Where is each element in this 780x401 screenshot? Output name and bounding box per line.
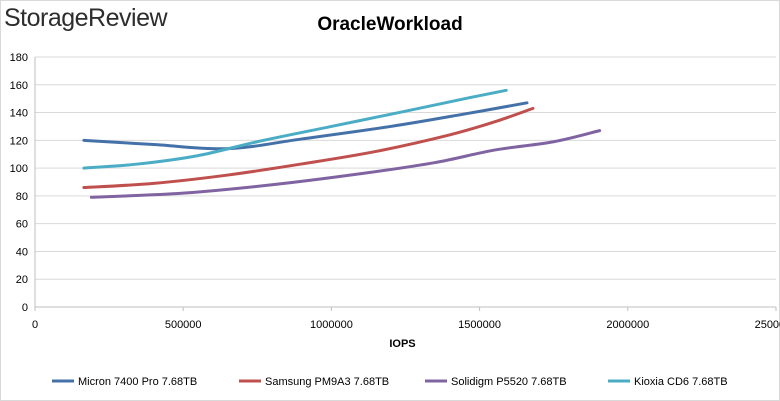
legend-label-kioxia-cd6-7-68tb: Kioxia CD6 7.68TB bbox=[634, 376, 728, 388]
y-tick-label: 160 bbox=[10, 80, 28, 92]
storagereview-logo: StorageReview bbox=[4, 4, 168, 32]
y-tick-label: 20 bbox=[16, 274, 28, 286]
y-tick-label: 100 bbox=[10, 163, 28, 175]
y-tick-label: 0 bbox=[22, 302, 28, 314]
y-tick-label: 80 bbox=[16, 191, 28, 203]
x-tick-label: 500000 bbox=[165, 319, 202, 331]
x-axis-label: IOPS bbox=[389, 338, 415, 350]
legend-label-solidigm-p5520-7-68tb: Solidigm P5520 7.68TB bbox=[451, 376, 567, 388]
y-tick-label: 60 bbox=[16, 219, 28, 231]
y-tick-label: 140 bbox=[10, 108, 28, 120]
x-tick-label: 0 bbox=[32, 319, 38, 331]
y-tick-label: 40 bbox=[16, 246, 28, 258]
y-tick-label: 120 bbox=[10, 135, 28, 147]
series-line-solidigm-p5520-7-68tb bbox=[89, 129, 602, 199]
legend-label-micron-7400-pro-7-68tb: Micron 7400 Pro 7.68TB bbox=[78, 376, 197, 388]
x-tick-label: 1500000 bbox=[458, 319, 501, 331]
x-tick-label: 2500000 bbox=[755, 319, 780, 331]
series-line-micron-7400-pro-7-68tb bbox=[82, 101, 529, 151]
y-tick-label: 180 bbox=[10, 52, 28, 64]
series-line-kioxia-cd6-7-68tb bbox=[82, 88, 508, 170]
series-line-samsung-pm9a3-7-68tb bbox=[82, 106, 535, 190]
x-tick-label: 1000000 bbox=[310, 319, 353, 331]
chart-title: OracleWorkload bbox=[317, 14, 463, 35]
legend-label-samsung-pm9a3-7-68tb: Samsung PM9A3 7.68TB bbox=[265, 376, 389, 388]
x-tick-label: 2000000 bbox=[606, 319, 649, 331]
